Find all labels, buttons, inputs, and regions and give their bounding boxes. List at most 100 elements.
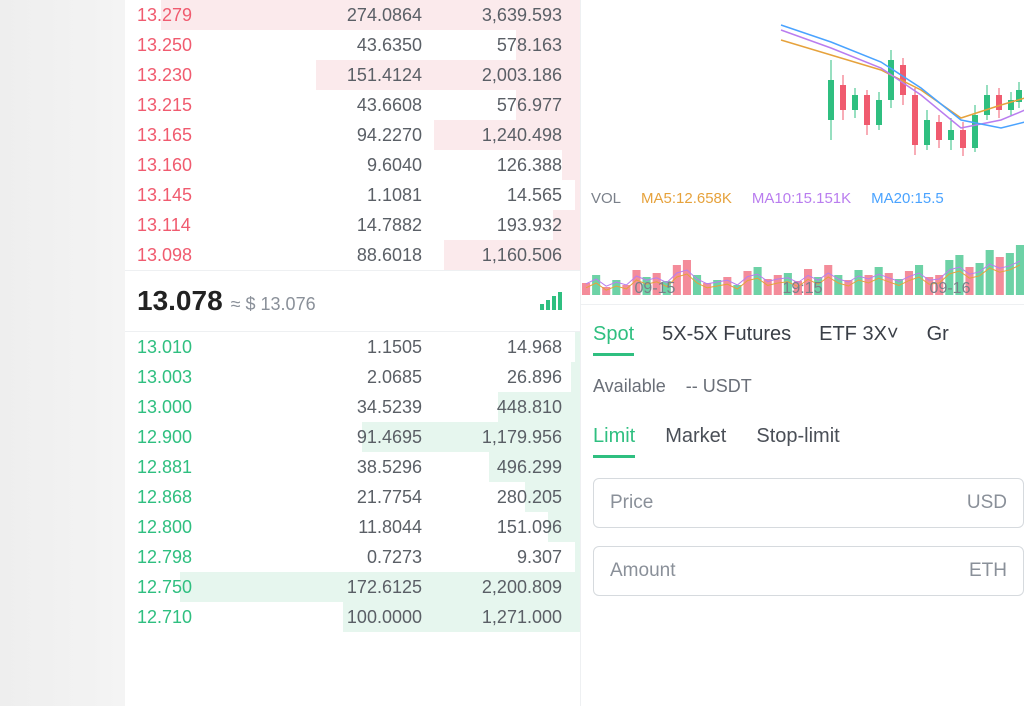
order-type-tabs: Limit Market Stop-limit [593,425,1024,448]
orderbook-row[interactable]: 13.0032.068526.896 [125,362,580,392]
ob-total: 576.977 [422,95,562,116]
orderbook-row[interactable]: 13.25043.6350578.163 [125,30,580,60]
ob-amount: 0.7273 [247,547,422,568]
orderbook-row[interactable]: 13.11414.7882193.932 [125,210,580,240]
ob-total: 14.565 [422,185,562,206]
vol-label: VOL [591,190,621,207]
orderbook-row[interactable]: 13.0101.150514.968 [125,332,580,362]
orderbook-row[interactable]: 13.279274.08643,639.593 [125,0,580,30]
ob-amount: 151.4124 [247,65,422,86]
ob-total: 26.896 [422,367,562,388]
ob-amount: 14.7882 [247,215,422,236]
ob-price: 13.000 [137,397,247,418]
ob-price: 13.098 [137,245,247,266]
orderbook-row[interactable]: 13.21543.6608576.977 [125,90,580,120]
tab-spot[interactable]: Spot [593,323,634,346]
trade-form: Spot 5X-5X Futures ETF 3X ˅ Gr Available… [581,305,1024,706]
available-label: Available [593,376,666,396]
ob-amount: 94.2270 [247,125,422,146]
ob-amount: 91.4695 [247,427,422,448]
orderbook-row[interactable]: 12.80011.8044151.096 [125,512,580,542]
orderbook-row[interactable]: 13.09888.60181,160.506 [125,240,580,270]
amount-input-label: Amount [610,560,675,582]
orderbook-row[interactable]: 13.16594.22701,240.498 [125,120,580,150]
ob-price: 13.165 [137,125,247,146]
ob-total: 2,200.809 [422,577,562,598]
ob-amount: 100.0000 [247,607,422,628]
ob-amount: 1.1505 [247,337,422,358]
ob-total: 9.307 [422,547,562,568]
tab-grid[interactable]: Gr [927,323,949,346]
ob-amount: 88.6018 [247,245,422,266]
ob-total: 14.968 [422,337,562,358]
orderbook-row[interactable]: 12.750172.61252,200.809 [125,572,580,602]
depth-signal-icon[interactable] [540,292,562,310]
ob-total: 448.810 [422,397,562,418]
ob-amount: 172.6125 [247,577,422,598]
orderbook-row[interactable]: 12.88138.5296496.299 [125,452,580,482]
right-panel: VOL MA5:12.658K MA10:15.151K MA20:15.5 0… [580,0,1024,706]
orderbook-row[interactable]: 12.86821.7754280.205 [125,482,580,512]
ob-price: 12.800 [137,517,247,538]
tab-futures[interactable]: 5X-5X Futures [662,323,791,346]
chevron-down-icon: ˅ [887,323,899,346]
order-type-limit[interactable]: Limit [593,425,635,448]
time-tick: 19:15 [782,280,822,298]
ob-amount: 34.5239 [247,397,422,418]
tab-etf[interactable]: ETF 3X ˅ [819,323,898,346]
ob-amount: 21.7754 [247,487,422,508]
orderbook-row[interactable]: 13.1451.108114.565 [125,180,580,210]
price-input-unit: USD [967,492,1007,514]
ob-price: 13.010 [137,337,247,358]
orderbook-row[interactable]: 13.230151.41242,003.186 [125,60,580,90]
price-chart [581,0,1024,180]
ob-price: 13.160 [137,155,247,176]
ob-amount: 38.5296 [247,457,422,478]
ob-total: 3,639.593 [422,5,562,26]
ob-total: 1,179.956 [422,427,562,448]
ob-total: 151.096 [422,517,562,538]
ob-amount: 9.6040 [247,155,422,176]
ob-price: 13.250 [137,35,247,56]
volume-indicator-labels: VOL MA5:12.658K MA10:15.151K MA20:15.5 [591,190,944,207]
mid-price: 13.078 [137,285,223,317]
available-value: -- USDT [686,376,752,396]
ob-price: 12.868 [137,487,247,508]
ob-price: 13.215 [137,95,247,116]
order-type-stoplimit[interactable]: Stop-limit [756,425,839,448]
order-type-market[interactable]: Market [665,425,726,448]
time-tick: 09-16 [930,280,971,298]
ob-amount: 43.6608 [247,95,422,116]
ob-amount: 43.6350 [247,35,422,56]
ob-total: 126.388 [422,155,562,176]
ob-total: 193.932 [422,215,562,236]
orderbook-row[interactable]: 12.7980.72739.307 [125,542,580,572]
ob-total: 280.205 [422,487,562,508]
left-gutter [0,0,125,706]
ob-amount: 1.1081 [247,185,422,206]
amount-input-unit: ETH [969,560,1007,582]
ob-total: 496.299 [422,457,562,478]
amount-input[interactable]: Amount ETH [593,546,1024,596]
orderbook-row[interactable]: 12.90091.46951,179.956 [125,422,580,452]
ob-amount: 2.0685 [247,367,422,388]
ma20-label: MA20:15.5 [871,190,944,207]
orderbook-row[interactable]: 12.710100.00001,271.000 [125,602,580,632]
orderbook-mid-row: 13.078 ≈ $ 13.076 [125,270,580,332]
ob-price: 13.003 [137,367,247,388]
orderbook-buys: 13.0101.150514.96813.0032.068526.89613.0… [125,332,580,632]
orderbook-row[interactable]: 13.00034.5239448.810 [125,392,580,422]
ob-total: 1,160.506 [422,245,562,266]
ob-total: 1,240.498 [422,125,562,146]
orderbook-sells: 13.279274.08643,639.59313.25043.6350578.… [125,0,580,270]
price-input[interactable]: Price USD [593,478,1024,528]
ob-price: 13.279 [137,5,247,26]
chart-area[interactable]: VOL MA5:12.658K MA10:15.151K MA20:15.5 0… [581,0,1024,305]
orderbook-row[interactable]: 13.1609.6040126.388 [125,150,580,180]
orderbook: 13.279274.08643,639.59313.25043.6350578.… [125,0,580,706]
ob-price: 13.230 [137,65,247,86]
ma10-label: MA10:15.151K [752,190,851,207]
time-axis: 09-15 19:15 09-16 [581,280,1024,298]
ob-price: 12.750 [137,577,247,598]
ob-price: 12.900 [137,427,247,448]
